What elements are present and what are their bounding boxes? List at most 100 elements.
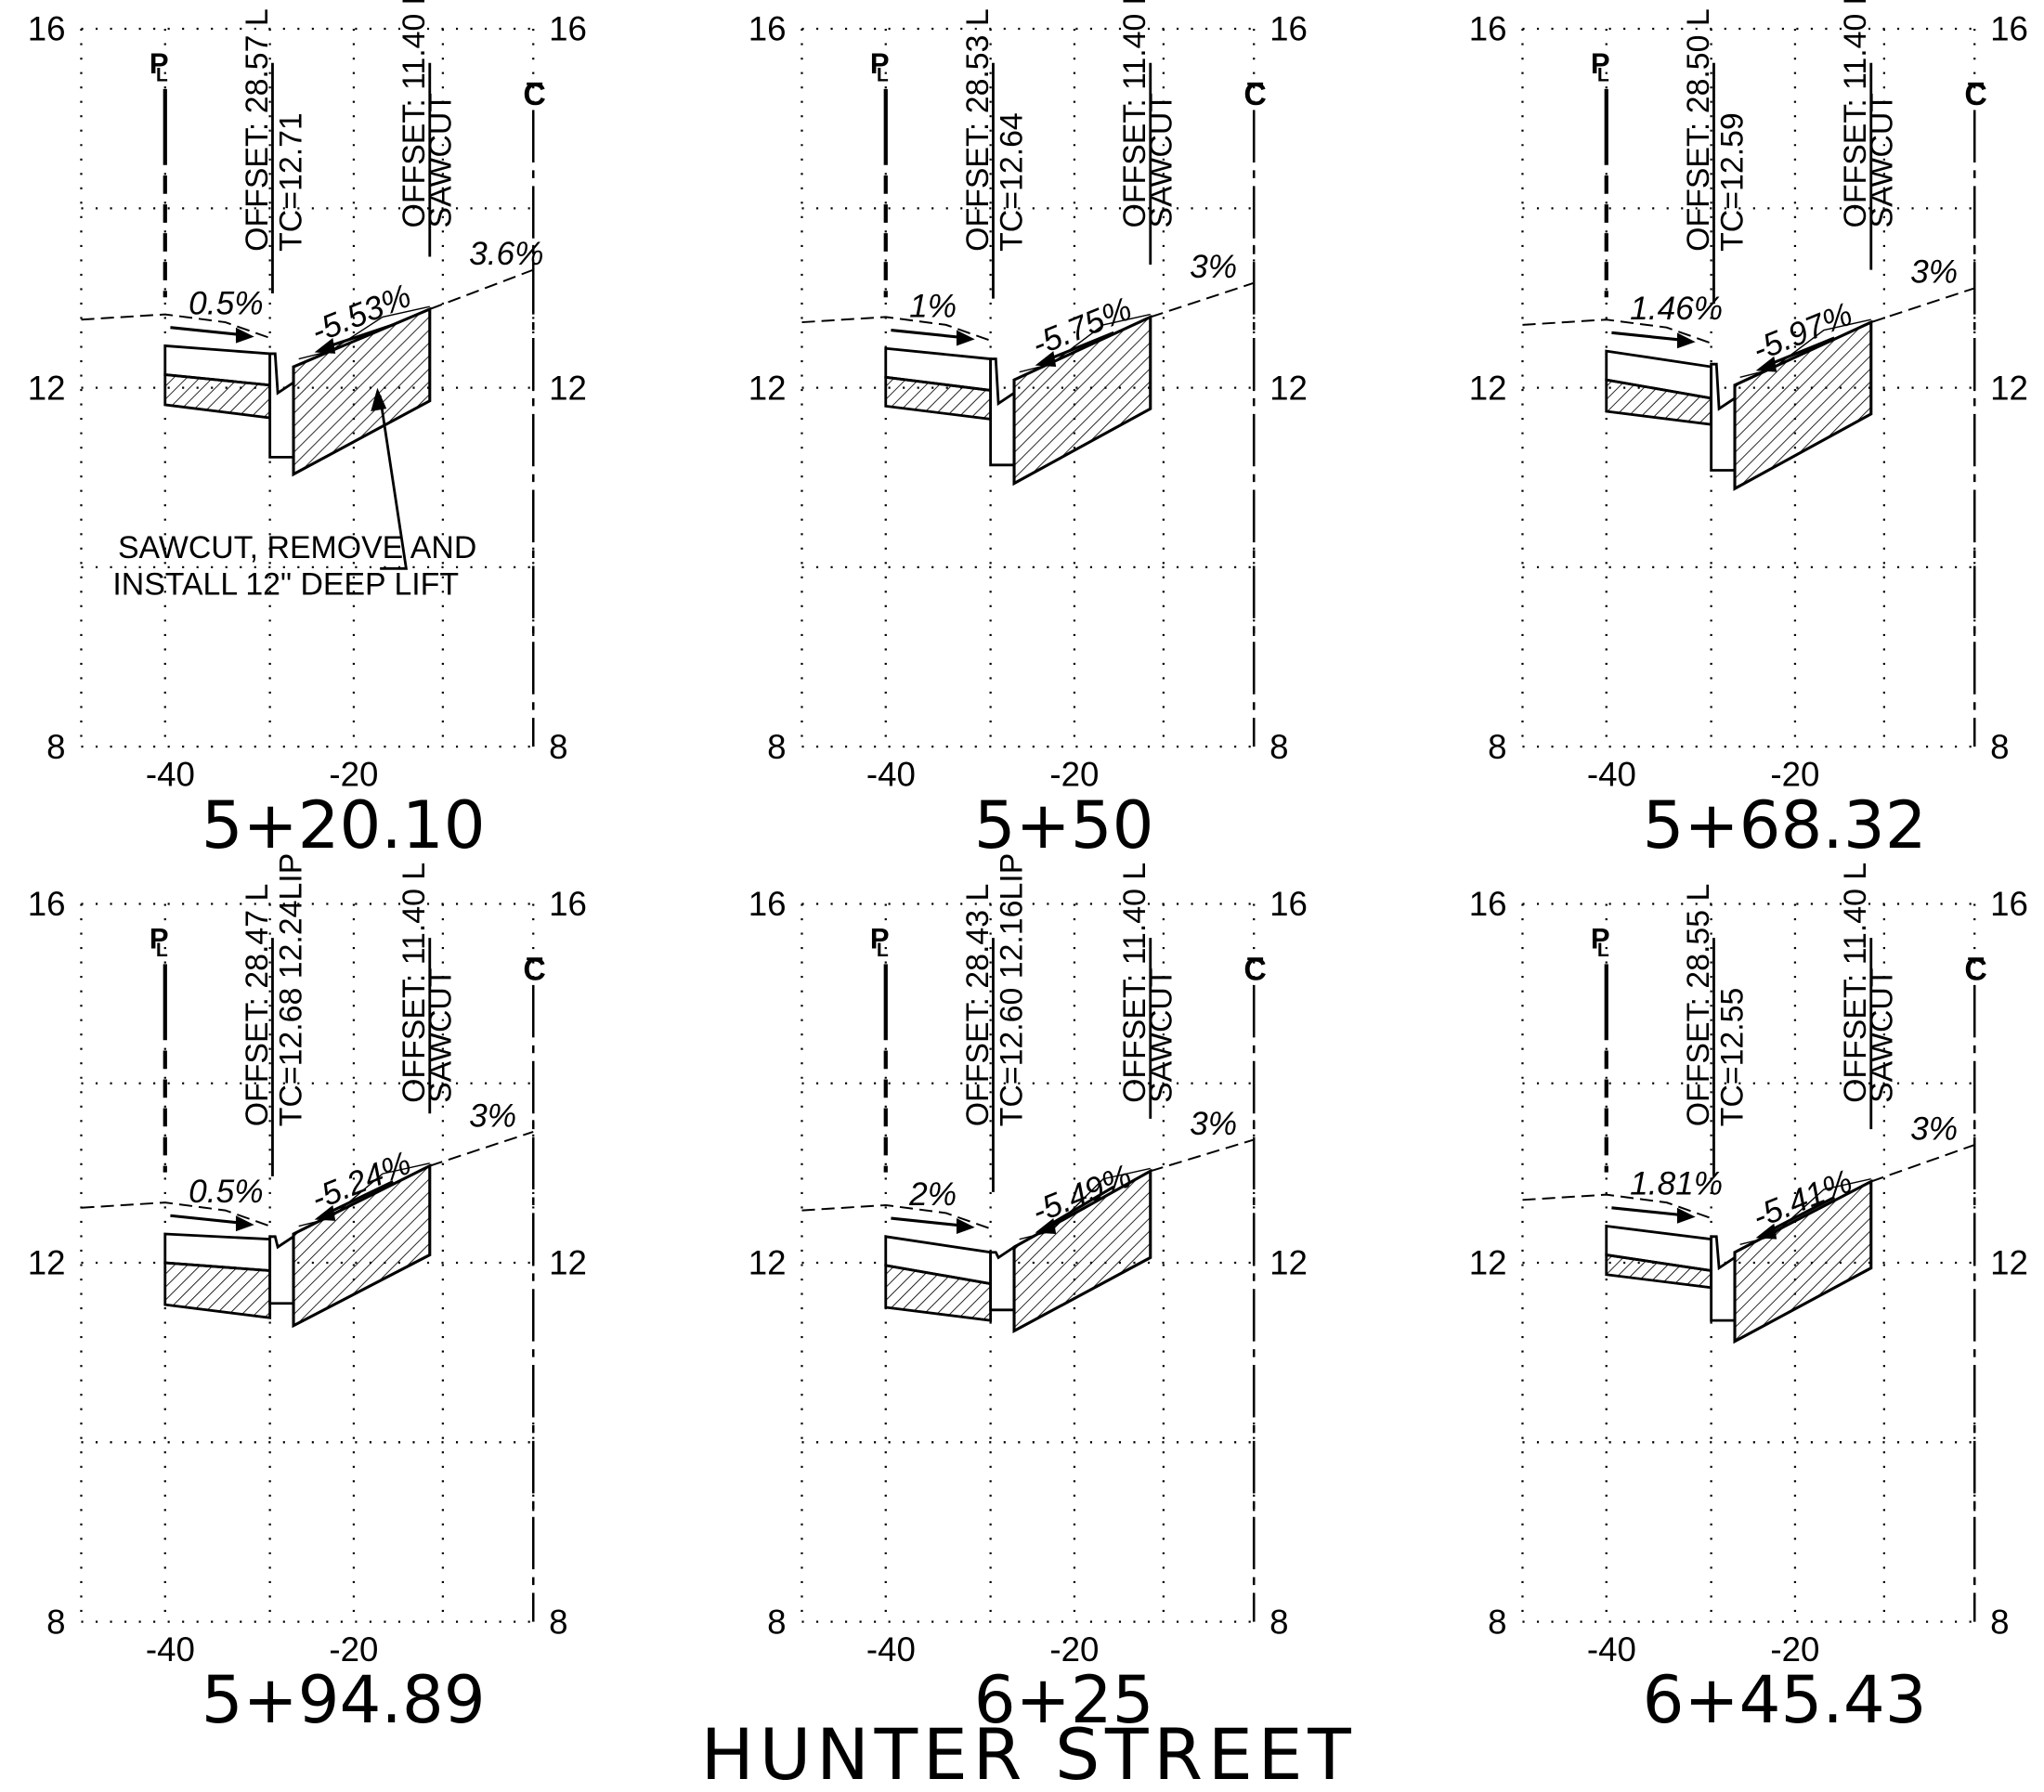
x-tick-label: -40 [146,1630,195,1669]
sidewalk-base-hatched [884,1264,993,1322]
road-slope-arrow [321,323,394,350]
crown-slope-label: 3% [1910,1110,1958,1147]
station-label: 6+45.43 [1643,1662,1927,1738]
station-label: 5+68.32 [1643,787,1927,864]
property-line-symbol: P [870,47,890,80]
y-tick-label-right: 12 [1269,369,1308,407]
y-tick-label-right: 12 [1269,1244,1308,1282]
y-tick-label-right: 8 [1990,1603,2009,1641]
centerline-symbol: C [1243,77,1266,112]
property-line-symbol-sub: L [1597,64,1609,85]
y-tick-label-right: 16 [1269,885,1308,923]
sawcut-offset-label: OFFSET: 11.40 L [397,863,432,1103]
sidewalk-slope-arrowhead [956,1218,975,1234]
crown-slope-line [1150,1138,1255,1173]
x-tick-label: -40 [1587,1630,1636,1669]
y-tick-label-right: 12 [1990,1244,2028,1282]
y-tick-label-right: 12 [549,1244,587,1282]
crown-slope-line [429,1131,534,1167]
curb-offset-label: OFFSET: 28.53 L [960,8,996,252]
y-tick-label-left: 8 [767,728,786,766]
curb-elevation-label: TC=12.68 12.24LIP [274,853,309,1127]
sidewalk-slope-label: 0.5% [189,286,263,322]
property-line-symbol-sub: L [156,64,168,85]
sidewalk-slope-arrowhead [956,330,975,346]
curb-elevation-label: TC=12.59 [1714,112,1750,252]
cross-section-panel: 16 16 12 12 8 8 -40 -205+94.89 PL C OFFSET: 28.47 … [28,853,587,1739]
existing-surface-line [298,305,430,360]
road-slope-arrow [1042,331,1114,363]
x-tick-label: -20 [1049,755,1099,793]
curb-gutter [1710,362,1737,472]
x-tick-label: -20 [1049,1630,1099,1669]
existing-surface-line [1019,1167,1151,1240]
property-line-symbol-sub: L [1597,940,1609,961]
note-leader [378,395,409,570]
cross-section-panel: 16 16 12 12 8 8 -40 -205+50 PL C OFFSET: 28.53 LTC… [749,0,1308,864]
crown-slope-label: 3% [469,1097,516,1134]
existing-ground-line [801,1203,991,1230]
property-line-symbol: P [150,922,169,954]
crown-slope-line [1870,1144,1975,1183]
property-line-symbol-sub: L [877,64,889,85]
curb-gutter [268,352,295,459]
existing-ground-line [801,316,991,342]
existing-surface-line [298,1162,430,1227]
property-line-symbol: P [1591,47,1610,80]
y-tick-label-left: 12 [749,1244,787,1282]
cross-section-panel: 16 16 12 12 8 8 -40 -206+25 PL C OFFSET: 28.43 LTC… [749,853,1308,1739]
sidewalk-slope-arrow [891,328,968,340]
x-tick-label: -20 [329,1630,378,1669]
sawcut-offset-label: OFFSET: 11.40 L [1838,863,1873,1103]
cross-section-panel: 16 16 12 12 8 8 -40 -206+45.43 PL C OFFSET: 28.55 … [1469,863,2028,1738]
y-tick-label-left: 12 [28,1244,66,1282]
y-tick-label-right: 8 [549,728,567,766]
y-tick-label-left: 8 [1488,728,1506,766]
sawcut-label: SAWCUT [1143,93,1178,227]
road-pavement-hatched [1012,314,1152,487]
sidewalk-slope-arrow [1611,331,1688,343]
property-line-symbol: P [870,922,890,954]
road-slope-arrowhead [1755,1223,1777,1240]
note-line-1: SAWCUT, REMOVE AND [118,530,476,565]
curb-elevation-label: TC=12.64 [994,112,1029,252]
y-tick-label-right: 8 [1990,728,2009,766]
sidewalk-slope-label: 0.5% [189,1174,263,1210]
x-tick-label: -20 [329,755,378,793]
sidewalk-slope-arrow [891,1216,968,1228]
crown-slope-line [1870,287,1975,323]
road-pavement-hatched [1012,1168,1152,1333]
property-line-symbol-sub: L [156,940,168,961]
crown-slope-line [429,268,534,310]
station-label: 5+20.10 [202,787,486,864]
road-slope-arrow [1763,336,1835,369]
sidewalk-slope-arrow [170,1214,247,1226]
x-tick-label: -40 [866,1630,916,1669]
y-tick-label-left: 8 [1488,1603,1506,1641]
curb-offset-label: OFFSET: 28.43 L [960,884,996,1127]
y-tick-label-left: 16 [28,10,66,48]
sawcut-offset-label: OFFSET: 11.40 L [1117,863,1152,1103]
x-tick-label: -20 [1770,1630,1819,1669]
y-tick-label-left: 12 [749,369,787,407]
road-pavement-hatched [292,1163,432,1329]
y-tick-label-left: 12 [1469,1244,1507,1282]
y-tick-label-right: 16 [1990,885,2028,923]
sidewalk-slope-arrow [1611,1206,1688,1217]
x-tick-label: -40 [146,755,195,793]
existing-surface-line [1739,318,1871,379]
curb-offset-label: OFFSET: 28.57 L [240,8,275,252]
road-pavement-hatched [1733,1179,1873,1344]
centerline-symbol: C [523,952,545,987]
y-tick-label-left: 16 [749,885,787,923]
sidewalk-slope-label: 1.81% [1630,1166,1723,1202]
note-line-2: INSTALL 12" DEEP LIFT [112,567,459,603]
sidewalk-slope-label: 1.46% [1630,291,1723,327]
road-slope-arrowhead [314,337,336,354]
sidewalk-slope-arrowhead [235,1215,254,1232]
sidewalk-slope-label: 2% [908,1176,957,1213]
sidewalk-slope-arrowhead [1676,1207,1696,1224]
crown-slope-label: 3% [1910,254,1958,291]
y-tick-label-left: 16 [28,885,66,923]
property-line-symbol: P [150,47,169,80]
